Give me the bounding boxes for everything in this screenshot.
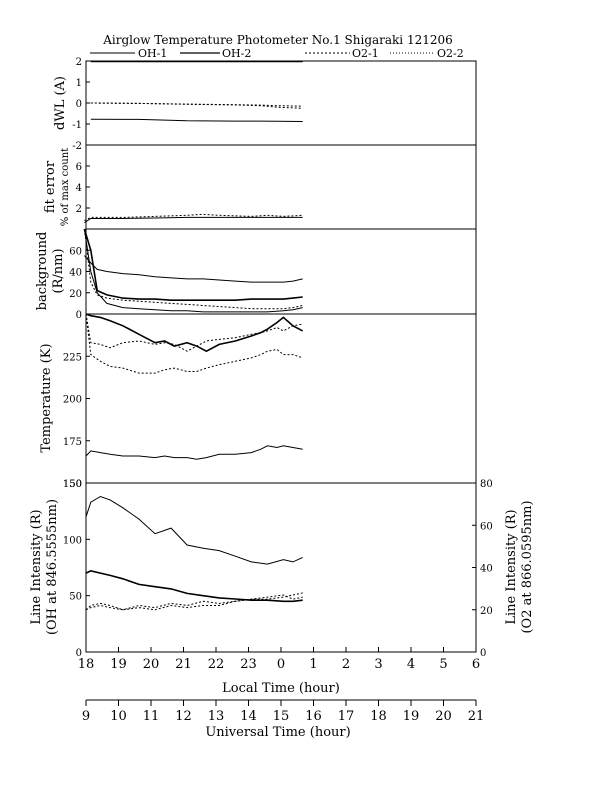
legend-oh2-label: OH-2 — [222, 47, 251, 60]
ut-tick-label: 16 — [305, 709, 322, 724]
temperature-panel-frame — [85, 313, 477, 484]
ut-tick-label: 13 — [208, 709, 225, 724]
ut-tick-label: 12 — [175, 709, 192, 724]
background-ylabel2: (R/nm) — [51, 248, 66, 293]
background-ytick-label: 20 — [69, 289, 82, 300]
temperature-series-o2-2 — [85, 313, 303, 352]
local-time-tick-label: 19 — [110, 657, 127, 672]
local-time-tick-label: 23 — [240, 657, 257, 672]
local-time-xlabel: Local Time (hour) — [222, 681, 340, 696]
ut-tick-label: 19 — [403, 709, 420, 724]
local-time-tick-label: 5 — [439, 657, 447, 672]
dwl-series-o2-2 — [90, 102, 303, 109]
line-intensity-series-oh-2 — [85, 570, 303, 603]
background-series-oh-1 — [84, 255, 303, 283]
temperature-ytick-label: 150 — [63, 479, 82, 490]
line-intensity-ytick-label: 0 — [76, 648, 82, 659]
line-intensity-y2tick-label: 60 — [480, 521, 493, 532]
legend-oh1-label: OH-1 — [138, 47, 167, 60]
local-time-tick-label: 4 — [407, 657, 415, 672]
line-intensity-series-o2-2 — [85, 592, 303, 611]
fit-error-ytick-label: 2 — [76, 204, 82, 215]
intensity-ylabel: Line Intensity (R) — [29, 509, 44, 624]
ut-tick-label: 17 — [338, 709, 355, 724]
background-series-o2-2 — [83, 228, 303, 313]
temperature-series-o2-1 — [85, 313, 303, 374]
local-time-tick-label: 0 — [277, 657, 285, 672]
local-time-tick-label: 6 — [472, 657, 480, 672]
local-time-tick-label: 2 — [342, 657, 350, 672]
line-intensity-y2tick-label: 0 — [480, 648, 486, 659]
dwl-ylabel: dWL (A) — [53, 76, 68, 130]
background-series-oh-2 — [83, 228, 303, 302]
ut-tick-label: 21 — [468, 709, 485, 724]
background-panel-frame — [85, 228, 477, 315]
line-intensity-ytick-label: 100 — [63, 535, 82, 546]
panel-frames — [85, 60, 477, 653]
temperature-series-oh-1 — [85, 445, 303, 460]
fit-error-ylabel: fit error — [43, 160, 58, 213]
intensity-ylabel2: (OH at 846.5555nm) — [45, 499, 60, 635]
local-time-tick-label: 3 — [374, 657, 382, 672]
fit-error-ylabel2: % of max count — [60, 148, 71, 226]
ut-tick-label: 15 — [273, 709, 290, 724]
fit-error-ytick-label: 4 — [76, 183, 82, 194]
ut-tick-label: 11 — [143, 709, 160, 724]
background-ytick-label: 60 — [69, 246, 82, 257]
dwl-ytick-label: -1 — [72, 120, 82, 131]
background-ytick-label: 40 — [69, 268, 82, 279]
background-series-o2-1 — [83, 228, 303, 310]
chart-title: Airglow Temperature Photometer No.1 Shig… — [102, 33, 453, 47]
intensity-panel-frame — [85, 482, 477, 653]
dwl-ytick-label: 0 — [76, 99, 82, 110]
local-time-tick-label: 22 — [208, 657, 225, 672]
y-axis-labels: dWL (A) fit error % of max count backgro… — [29, 76, 535, 635]
ut-tick-label: 18 — [370, 709, 387, 724]
fit-error-series-oh-1 — [84, 216, 303, 224]
legend-o22-label: O2-2 — [437, 47, 464, 60]
line-intensity-y2tick-label: 40 — [480, 564, 493, 575]
background-ytick-label: 0 — [76, 310, 82, 321]
line-intensity-ytick-label: 150 — [63, 479, 82, 490]
dwl-ytick-label: -2 — [72, 141, 82, 152]
fit-error-ytick-label: 6 — [76, 162, 82, 173]
legend-o21-label: O2-1 — [352, 47, 379, 60]
local-time-tick-label: 18 — [78, 657, 95, 672]
ut-xlabel: Universal Time (hour) — [205, 725, 350, 740]
temperature-ylabel: Temperature (K) — [39, 343, 54, 452]
line-intensity-ytick-label: 50 — [69, 592, 82, 603]
temperature-ytick-label: 225 — [63, 352, 82, 363]
local-time-tick-label: 1 — [309, 657, 317, 672]
dwl-ytick-label: 1 — [76, 78, 82, 89]
intensity-y2label2: (O2 at 866.0595nm) — [520, 500, 535, 633]
intensity-y2label: Line Intensity (R) — [504, 509, 519, 624]
line-intensity-y2tick-label: 20 — [480, 606, 493, 617]
ut-tick-label: 20 — [435, 709, 452, 724]
temperature-ytick-label: 200 — [63, 395, 82, 406]
line-intensity-series-o2-1 — [85, 594, 303, 611]
temperature-series-oh-2 — [85, 313, 304, 353]
legend: OH-1 OH-2 O2-1 O2-2 — [90, 47, 464, 60]
dwl-series-oh-1 — [90, 118, 303, 122]
background-ylabel: background — [35, 232, 50, 311]
ut-tick-label: 14 — [240, 709, 257, 724]
local-time-tick-label: 20 — [143, 657, 160, 672]
fit-error-series-o2-1 — [84, 213, 303, 222]
ut-tick-label: 10 — [110, 709, 127, 724]
ut-tick-label: 9 — [82, 709, 90, 724]
line-intensity-y2tick-label: 80 — [480, 479, 493, 490]
chart-marks: -2-1012246020406015017520022505010015002… — [63, 57, 493, 724]
temperature-ytick-label: 175 — [63, 437, 82, 448]
dwl-ytick-label: 2 — [76, 57, 82, 68]
line-intensity-series-oh-1 — [85, 495, 303, 565]
local-time-tick-label: 21 — [175, 657, 192, 672]
